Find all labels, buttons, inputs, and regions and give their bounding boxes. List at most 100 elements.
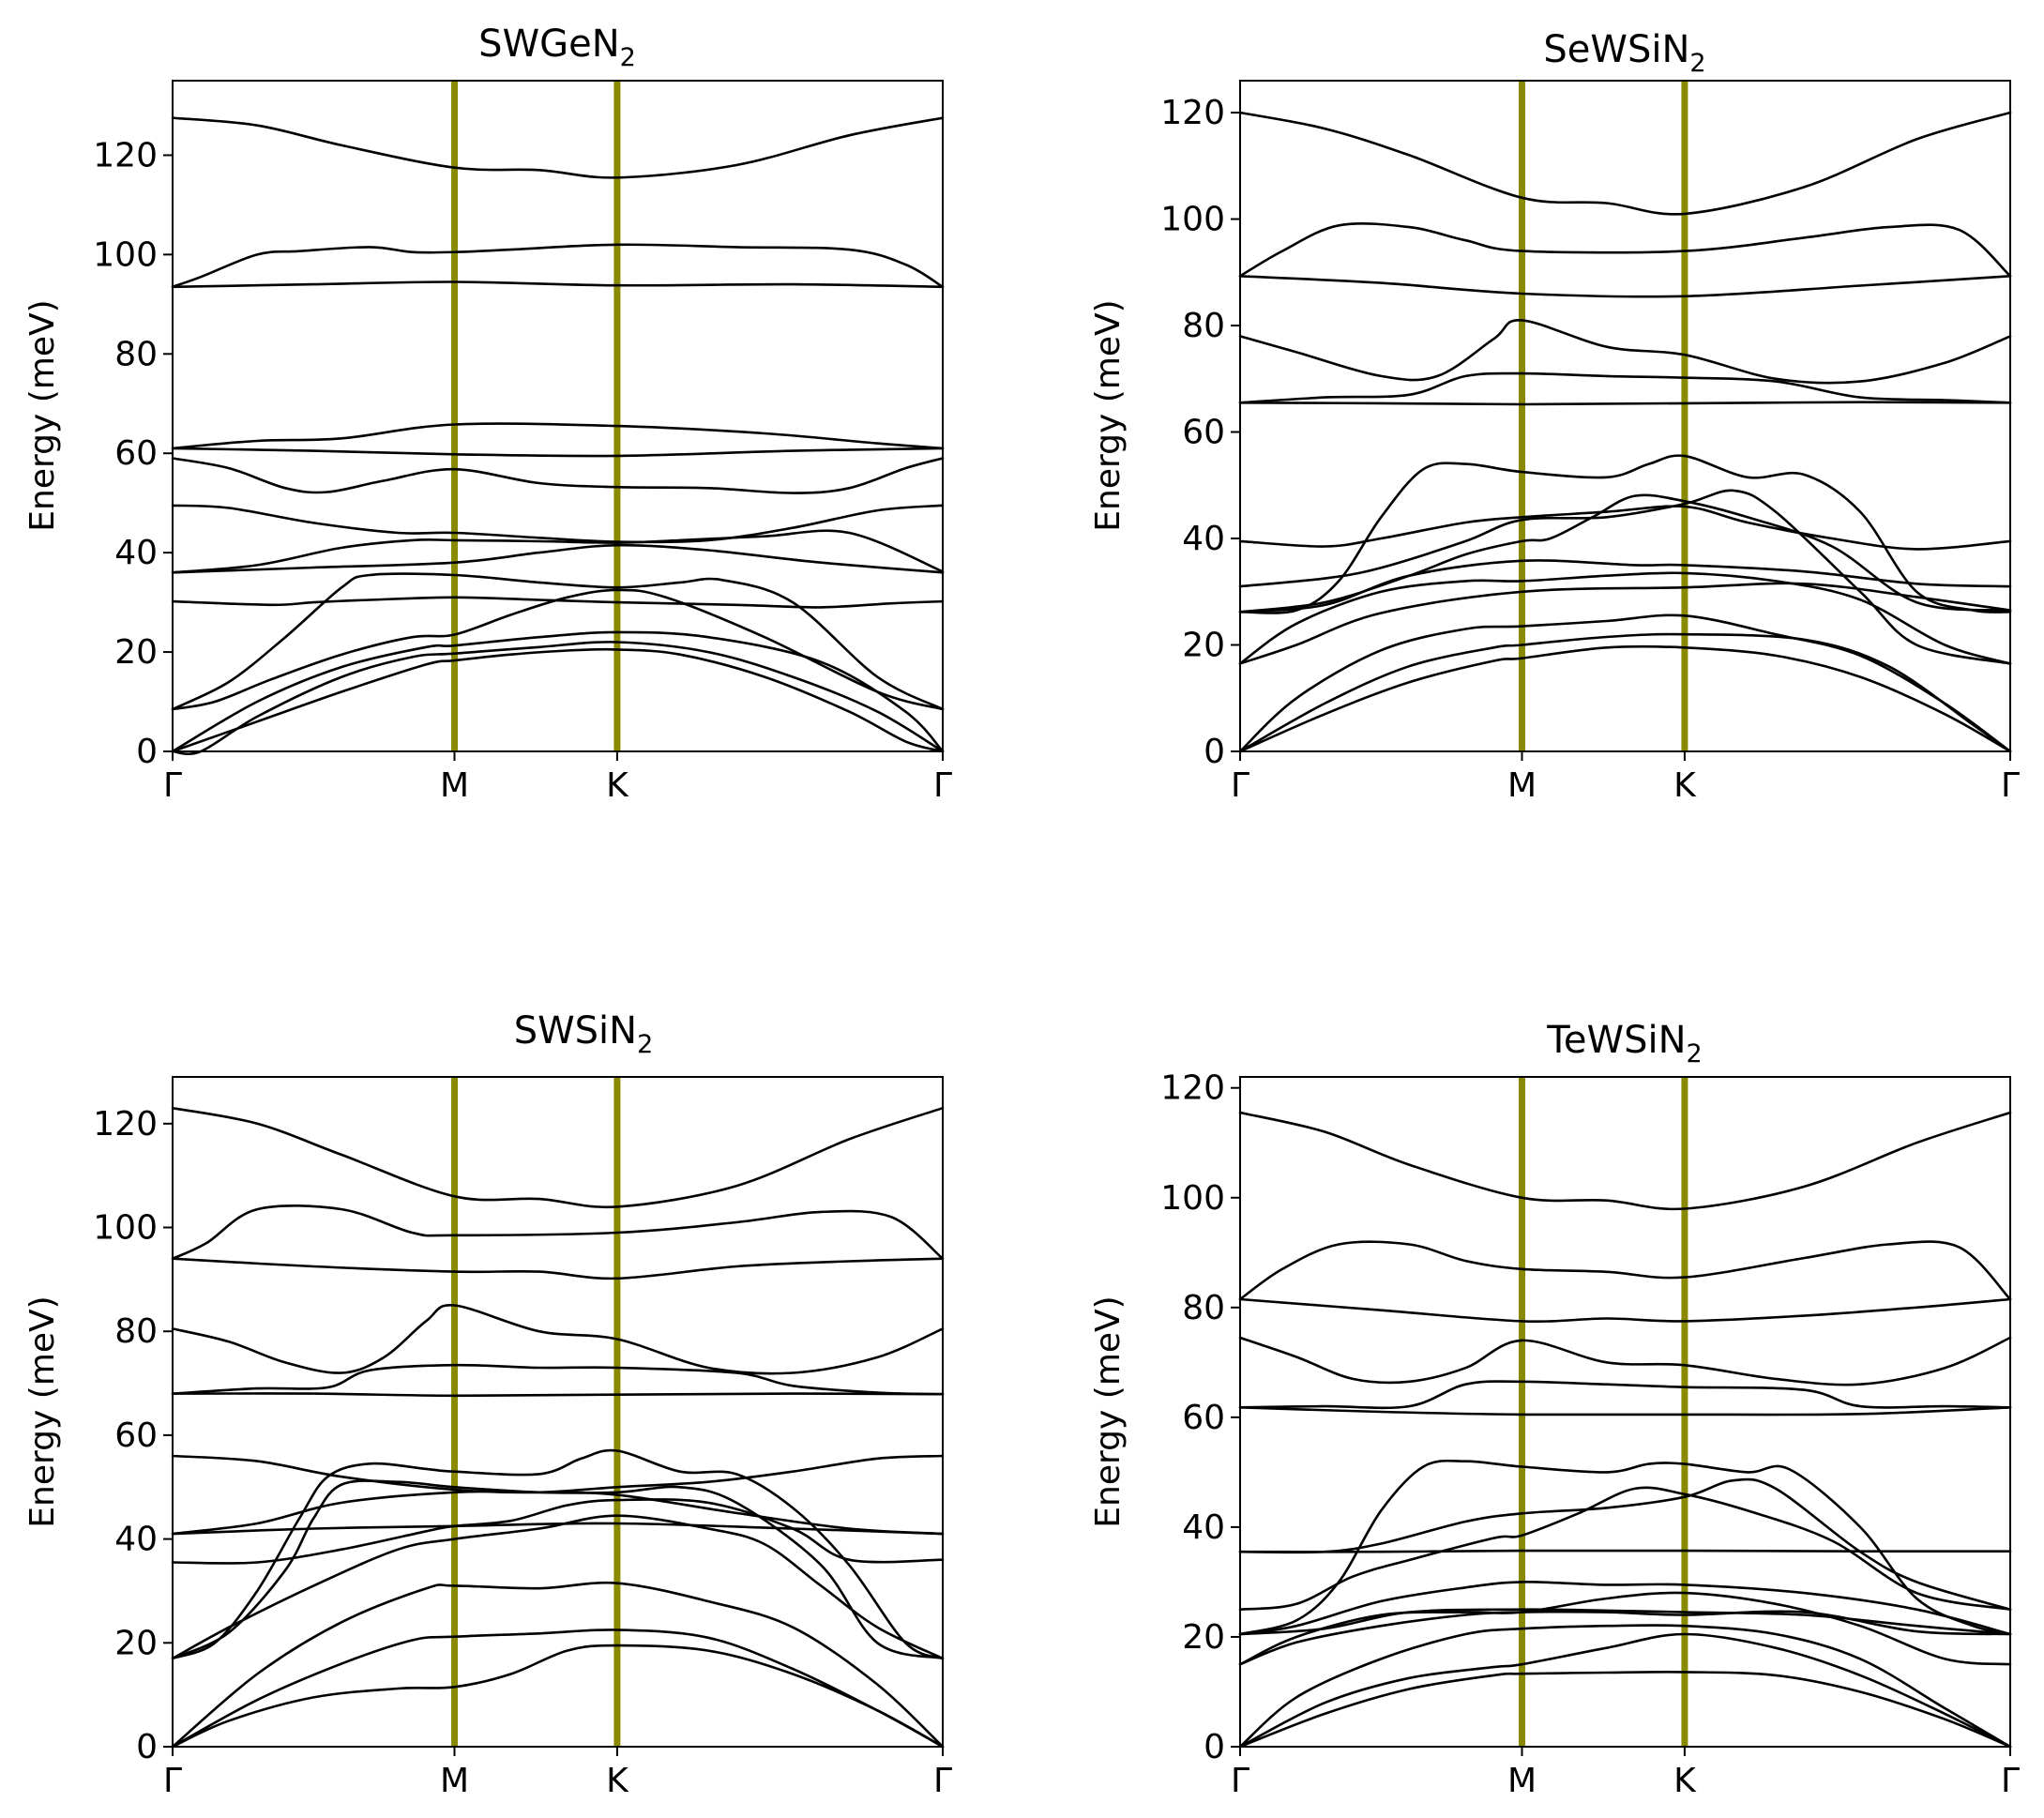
x-tick-label-4: Γ <box>2001 1762 2020 1800</box>
panel-sewsin2: SeWSiN2 Energy (meV) 0 20 40 60 80 100 120 Γ M K Γ <box>1089 28 2020 805</box>
y-tick-label: 80 <box>1182 1289 1225 1327</box>
panel-title: TeWSiN2 <box>1546 1019 1702 1068</box>
phonon-band-1 <box>171 1644 945 1749</box>
y-tick-label: 100 <box>93 1209 158 1248</box>
x-tick-label-2: M <box>440 1762 469 1800</box>
x-tick-label-3: K <box>1673 766 1697 805</box>
panel-title: SWGeN2 <box>478 23 636 72</box>
phonon-band-10 <box>1238 1459 2012 1636</box>
y-tick-label: 120 <box>93 136 158 174</box>
phonon-band-8 <box>1238 1486 2012 1611</box>
phonon-band-11 <box>171 447 945 458</box>
phonon-band-15 <box>1238 222 2012 278</box>
x-tick-label-1: Γ <box>163 1762 182 1800</box>
phonon-band-8 <box>171 529 945 574</box>
phonon-band-10 <box>171 1454 945 1494</box>
phonon-band-13 <box>1238 1380 2012 1410</box>
phonon-band-13 <box>171 1304 945 1375</box>
phonon-band-7 <box>171 543 945 574</box>
plot-frame <box>172 80 944 752</box>
phonon-band-2 <box>171 1629 945 1749</box>
panel-swsin2: SWSiN2 Energy (meV) 0 20 40 60 80 100 120 Γ M K Γ <box>23 1009 952 1800</box>
phonon-band-12 <box>1238 1406 2012 1417</box>
panel-title: SWSiN2 <box>514 1009 654 1059</box>
plot-area <box>1238 81 2012 753</box>
phonon-band-2 <box>1238 632 2012 753</box>
phonon-band-9 <box>1238 505 2012 551</box>
phonon-band-5 <box>1238 1591 2012 1666</box>
phonon-band-2 <box>1238 1632 2012 1749</box>
y-tick-label: 0 <box>1204 733 1225 771</box>
y-tick-label: 20 <box>1182 627 1225 665</box>
phonon-band-5 <box>1238 571 2012 665</box>
y-tick-label: 40 <box>114 1521 158 1559</box>
phonon-band-14 <box>1238 1336 2012 1386</box>
y-tick-label: 60 <box>114 1417 158 1455</box>
phonon-band-12 <box>1238 371 2012 404</box>
plot-frame <box>1239 80 2011 752</box>
phonon-band-15 <box>1238 1297 2012 1323</box>
x-tick-label-1: Γ <box>1231 1762 1249 1800</box>
phonon-band-8 <box>1238 489 2012 665</box>
y-tick-label: 120 <box>93 1105 158 1144</box>
y-tick-label: 80 <box>114 1312 158 1351</box>
phonon-band-9 <box>171 504 945 544</box>
y-tick-label: 20 <box>1182 1618 1225 1657</box>
plot-area <box>171 81 945 756</box>
phonon-band-12 <box>171 422 945 450</box>
y-tick-label: 100 <box>93 235 158 274</box>
phonon-band-1 <box>171 647 945 753</box>
phonon-band-14 <box>1238 275 2012 298</box>
y-tick-label: 40 <box>1182 520 1225 558</box>
phonon-band-1 <box>1238 1670 2012 1749</box>
phonon-band-6 <box>171 1498 945 1565</box>
y-axis-label: Energy (meV) <box>1089 299 1128 531</box>
phonon-band-12 <box>171 1363 945 1396</box>
y-axis-label: Energy (meV) <box>23 1295 62 1527</box>
phonon-band-4 <box>1238 1610 2012 1666</box>
phonon-band-14 <box>171 243 945 289</box>
x-tick-label-3: K <box>606 1762 629 1800</box>
y-tick-label: 80 <box>1182 307 1225 345</box>
y-axis-label: Energy (meV) <box>23 299 62 531</box>
phonon-band-9 <box>1238 1477 2012 1611</box>
plot-frame <box>172 1076 944 1748</box>
phonon-band-9 <box>171 1448 945 1660</box>
panel-title: SeWSiN2 <box>1543 28 1705 78</box>
x-tick-label-2: M <box>1507 1762 1537 1800</box>
phonon-band-6 <box>171 596 945 609</box>
phonon-band-16 <box>1238 1240 2012 1301</box>
phonon-band-3 <box>1238 614 2012 753</box>
y-tick-label: 20 <box>114 1624 158 1662</box>
phonon-band-11 <box>171 1392 945 1398</box>
phonon-band-14 <box>171 1257 945 1280</box>
x-tick-label-2: M <box>440 766 469 805</box>
phonon-band-13 <box>171 280 945 289</box>
phonon-band-15 <box>171 1204 945 1260</box>
phonon-band-7 <box>1238 493 2012 614</box>
phonon-band-3 <box>171 1581 945 1749</box>
y-tick-label: 100 <box>1160 1179 1225 1218</box>
y-tick-label: 0 <box>136 733 158 771</box>
phonon-band-11 <box>1238 1549 2012 1553</box>
y-tick-label: 0 <box>1204 1728 1225 1766</box>
phonon-band-1 <box>1238 644 2012 753</box>
x-tick-label-3: K <box>1673 1762 1697 1800</box>
phonon-band-13 <box>1238 319 2012 385</box>
phonon-band-16 <box>171 1106 945 1209</box>
x-tick-label-4: Γ <box>2001 766 2020 805</box>
y-tick-label: 80 <box>114 335 158 373</box>
phonon-band-16 <box>1238 111 2012 216</box>
phonon-band-3 <box>1238 1624 2012 1749</box>
plot-area <box>1238 1077 2012 1749</box>
panel-tewsin2: TeWSiN2 Energy (meV) 0 20 40 60 80 100 120 Γ M K Γ <box>1089 1019 2020 1800</box>
phonon-band-11 <box>1238 401 2012 406</box>
y-tick-label: 60 <box>1182 1399 1225 1437</box>
y-tick-label: 40 <box>1182 1508 1225 1547</box>
phonon-band-5 <box>171 572 945 711</box>
x-tick-label-3: K <box>606 766 629 805</box>
phonon-band-4 <box>171 588 945 711</box>
plot-frame <box>1239 1076 2011 1748</box>
